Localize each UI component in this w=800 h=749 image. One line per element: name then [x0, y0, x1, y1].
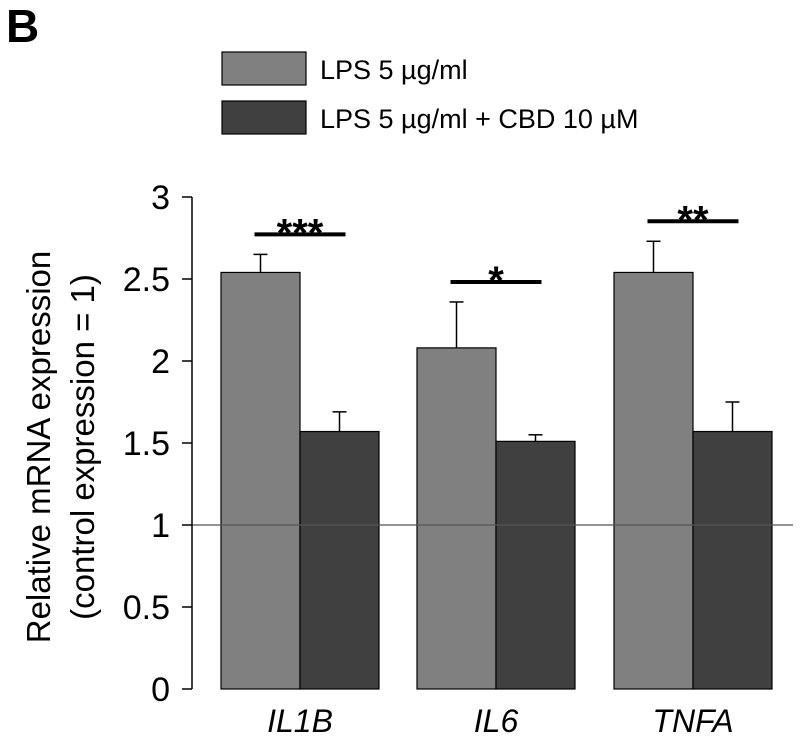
x-label-IL1B: IL1B [267, 703, 333, 739]
y-tick-label-0: 0 [151, 671, 170, 709]
x-axis-labels: IL1B IL6 TNFA [267, 703, 734, 739]
legend: LPS 5 µg/ml LPS 5 µg/ml + CBD 10 µM [222, 52, 638, 134]
sig-stars-TNFA: ** [677, 198, 709, 242]
legend-label-lps: LPS 5 µg/ml [320, 55, 468, 85]
y-axis-label: Relative mRNA expression [20, 251, 57, 644]
y-tick-label-3: 1.5 [123, 425, 170, 463]
y-axis-label-line2: (control expression = 1) [64, 274, 101, 620]
bar-IL1B-s0 [221, 272, 300, 689]
sig-stars-IL6: * [488, 259, 504, 303]
panel-label: B [6, 0, 39, 52]
legend-swatch-lps-cbd [222, 101, 306, 134]
y-tick-label-6: 3 [151, 179, 170, 217]
x-label-IL6: IL6 [474, 703, 519, 739]
bar-TNFA-s1 [693, 432, 772, 689]
legend-label-lps-cbd: LPS 5 µg/ml + CBD 10 µM [320, 104, 638, 134]
bar-IL1B-s1 [300, 432, 379, 689]
x-label-TNFA: TNFA [652, 703, 733, 739]
legend-swatch-lps [222, 52, 306, 85]
y-tick-label-4: 2 [151, 343, 170, 381]
y-tick-label-2: 1 [151, 507, 170, 545]
y-axis-ticks: 0 0.5 1 1.5 2 2.5 3 [123, 179, 192, 709]
bars [221, 272, 772, 689]
bar-TNFA-s0 [614, 272, 693, 689]
sig-stars-IL1B: *** [277, 211, 324, 255]
y-tick-label-5: 2.5 [123, 261, 170, 299]
bar-IL6-s0 [417, 348, 496, 689]
bar-IL6-s1 [496, 441, 575, 689]
y-tick-label-1: 0.5 [123, 589, 170, 627]
bar-chart: B LPS 5 µg/ml LPS 5 µg/ml + CBD 10 µM Re… [0, 0, 800, 749]
